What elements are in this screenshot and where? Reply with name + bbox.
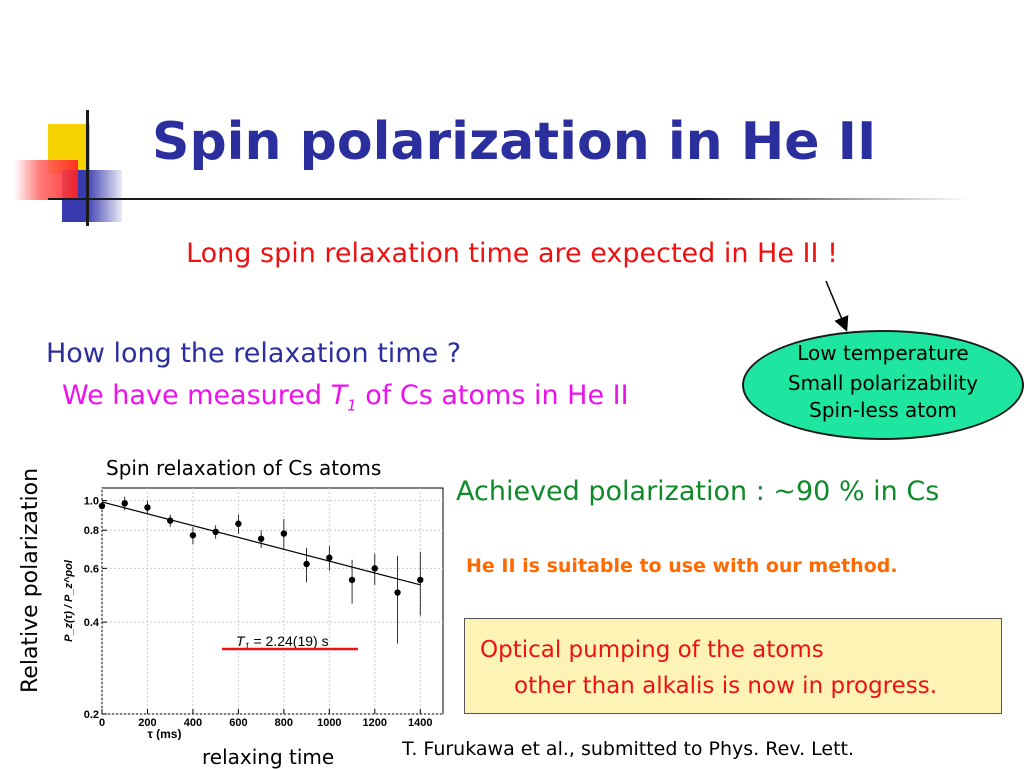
title-underline xyxy=(48,198,968,200)
data-point xyxy=(235,520,242,527)
relaxation-chart: 0 200 400 600 800 1000 1200 1400 0.2 0.4 0.6 0.8 1.0… xyxy=(63,487,444,740)
x-tick-label: 200 xyxy=(138,717,156,729)
y-tick-label: 0.8 xyxy=(84,525,99,537)
decor-red-bar xyxy=(14,160,78,200)
data-point xyxy=(394,589,401,596)
chart-ylabel-inner: P_z(τ) / P_z^pol xyxy=(63,559,75,642)
measured-T-sub: 1 xyxy=(347,396,357,415)
data-point xyxy=(189,532,197,539)
achieved-polarization: Achieved polarization : ~90 % in Cs xyxy=(456,476,940,507)
decor-vertical-line xyxy=(86,110,89,226)
y-tick-label: 1.0 xyxy=(84,496,99,508)
x-tick-label: 1400 xyxy=(408,717,432,729)
plot-frame xyxy=(101,487,444,715)
properties-ellipse xyxy=(742,330,1024,440)
ellipse-line-3: Spin-less atom xyxy=(809,398,957,422)
measured-statement: We have measured T1 of Cs atoms in He II xyxy=(62,380,629,414)
question-text: How long the relaxation time ? xyxy=(46,338,462,369)
annotation-T: T xyxy=(236,633,246,649)
data-point xyxy=(280,530,288,537)
data-point xyxy=(167,517,174,524)
annotation-rest: = 2.24(19) s xyxy=(250,633,329,649)
ellipse-line-1: Low temperature xyxy=(797,341,969,365)
progress-box xyxy=(464,618,1002,714)
annotation-sub: 1 xyxy=(245,641,250,651)
reference-citation: T. Furukawa et al., submitted to Phys. R… xyxy=(402,738,855,760)
data-point xyxy=(371,565,378,572)
measured-post: of Cs atoms in He II xyxy=(356,380,629,411)
y-tick-label: 0.2 xyxy=(84,709,99,721)
data-point xyxy=(303,560,310,568)
data-point xyxy=(417,576,424,584)
data-point xyxy=(348,576,356,584)
chart-title: Spin relaxation of Cs atoms xyxy=(106,456,382,480)
suitable-statement: He II is suitable to use with our method… xyxy=(466,555,898,577)
ellipse-line-2: Small polarizability xyxy=(787,371,979,395)
x-tick-label: 1000 xyxy=(317,717,341,729)
data-point xyxy=(212,528,219,536)
measured-T: T xyxy=(330,380,348,411)
x-tick-label: 1200 xyxy=(363,717,387,729)
data-point xyxy=(98,502,106,510)
data-point xyxy=(326,554,333,561)
data-point xyxy=(121,500,128,507)
x-tick-label: 800 xyxy=(275,717,293,729)
expectation-statement: Long spin relaxation time are expected i… xyxy=(186,238,838,269)
y-tick-label: 0.4 xyxy=(84,617,100,629)
x-tick-label: 400 xyxy=(184,717,202,729)
x-tick-label: 0 xyxy=(99,717,105,729)
chart-ylabel-outer: Relative polarization xyxy=(18,467,43,693)
data-point xyxy=(144,504,151,511)
fit-annotation: T1 = 2.24(19) s xyxy=(236,633,329,651)
chart-xlabel-inner: τ (ms) xyxy=(147,727,181,740)
progress-line-1: Optical pumping of the atoms xyxy=(480,637,824,663)
data-point xyxy=(257,535,265,542)
measured-pre: We have measured xyxy=(62,380,331,411)
x-tick-label: 600 xyxy=(229,717,247,729)
slide-title: Spin polarization in He II xyxy=(152,112,877,172)
progress-line-2: other than alkalis is now in progress. xyxy=(514,673,938,699)
y-tick-label: 0.6 xyxy=(84,563,99,575)
chart-xlabel-outer: relaxing time xyxy=(202,745,335,769)
